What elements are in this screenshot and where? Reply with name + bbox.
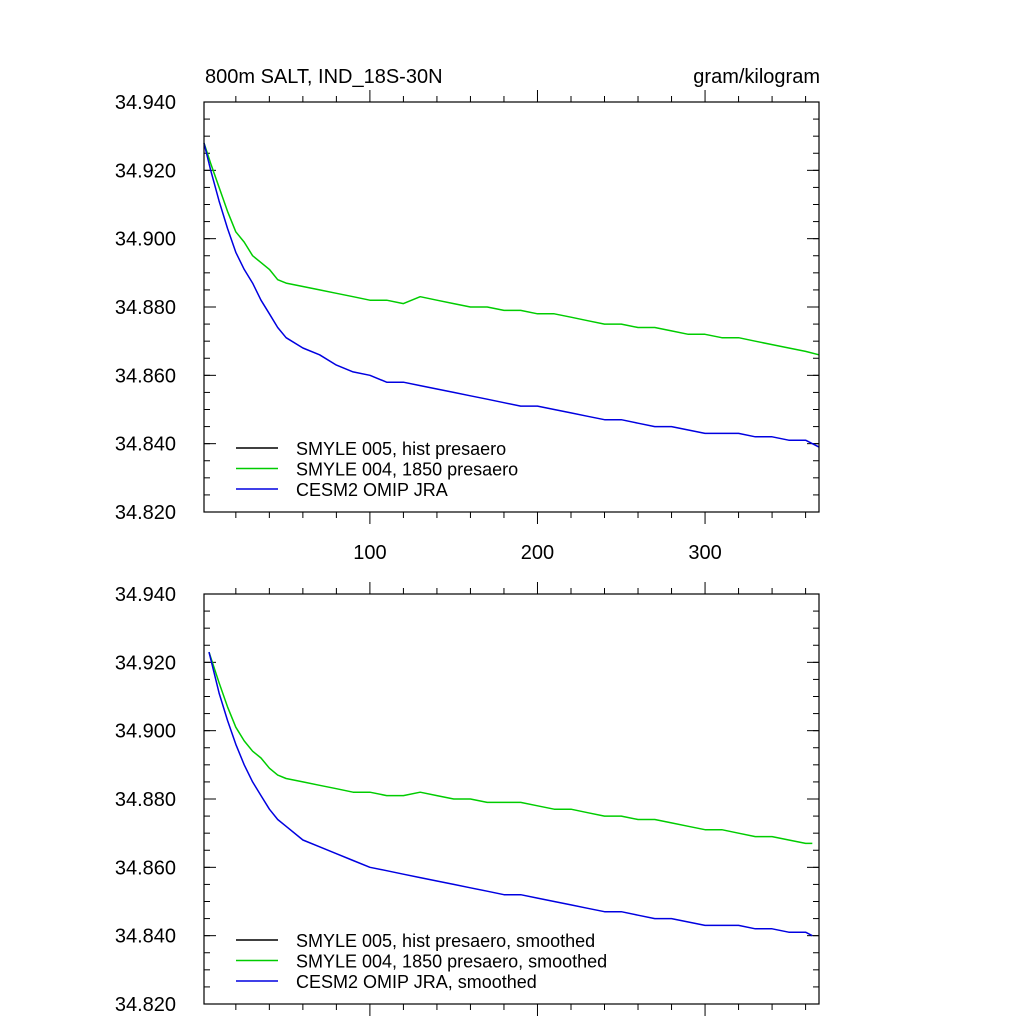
legend-label-2: CESM2 OMIP JRA <box>296 480 448 500</box>
series-line-1 <box>203 142 820 356</box>
legend-label-0: SMYLE 005, hist presaero, smoothed <box>296 931 595 951</box>
y-tick-label: 34.880 <box>115 297 176 319</box>
x-tick-label: 300 <box>688 542 721 564</box>
top-panel-frame <box>203 101 820 513</box>
y-tick-label: 34.860 <box>115 365 176 387</box>
bottom-panel-x-axis <box>235 582 807 1016</box>
series-line-2 <box>208 651 813 937</box>
y-tick-label: 34.900 <box>115 721 176 743</box>
legend-label-1: SMYLE 004, 1850 presaero <box>296 460 518 480</box>
bottom-panel-legend: SMYLE 005, hist presaero, smoothedSMYLE … <box>236 931 607 992</box>
top-panel-units: gram/kilogram <box>693 66 820 88</box>
top-panel-series <box>203 142 820 448</box>
bottom-panel-frame <box>203 593 820 1005</box>
y-tick-label: 34.940 <box>115 584 176 606</box>
x-tick-label: 100 <box>353 542 386 564</box>
bottom-panel-series <box>208 651 813 937</box>
bottom-panel: 34.820 34.840 34.860 34.880 34.900 34.920 34.9… <box>115 582 820 1016</box>
y-tick-label: 34.920 <box>115 160 176 182</box>
y-tick-label: 34.920 <box>115 652 176 674</box>
top-panel: 800m SALT, IND_18S-30N gram/kilogram 34.… <box>115 66 820 564</box>
series-line-2 <box>203 142 820 448</box>
legend-label-0: SMYLE 005, hist presaero <box>296 439 506 459</box>
y-tick-label: 34.820 <box>115 502 176 524</box>
y-tick-label: 34.860 <box>115 857 176 879</box>
x-tick-label: 200 <box>521 542 554 564</box>
y-tick-label: 34.840 <box>115 434 176 456</box>
y-tick-label: 34.900 <box>115 229 176 251</box>
legend-label-1: SMYLE 004, 1850 presaero, smoothed <box>296 952 607 972</box>
y-tick-label: 34.820 <box>115 994 176 1016</box>
bottom-panel-y-axis: 34.820 34.840 34.860 34.880 34.900 34.920 34.9… <box>115 584 819 1016</box>
top-panel-x-axis: 100 200 300 <box>235 90 807 564</box>
legend-label-2: CESM2 OMIP JRA, smoothed <box>296 972 537 992</box>
y-tick-label: 34.880 <box>115 789 176 811</box>
series-line-1 <box>208 651 813 845</box>
y-tick-label: 34.940 <box>115 92 176 114</box>
top-panel-title: 800m SALT, IND_18S-30N <box>205 66 443 88</box>
y-tick-label: 34.840 <box>115 926 176 948</box>
